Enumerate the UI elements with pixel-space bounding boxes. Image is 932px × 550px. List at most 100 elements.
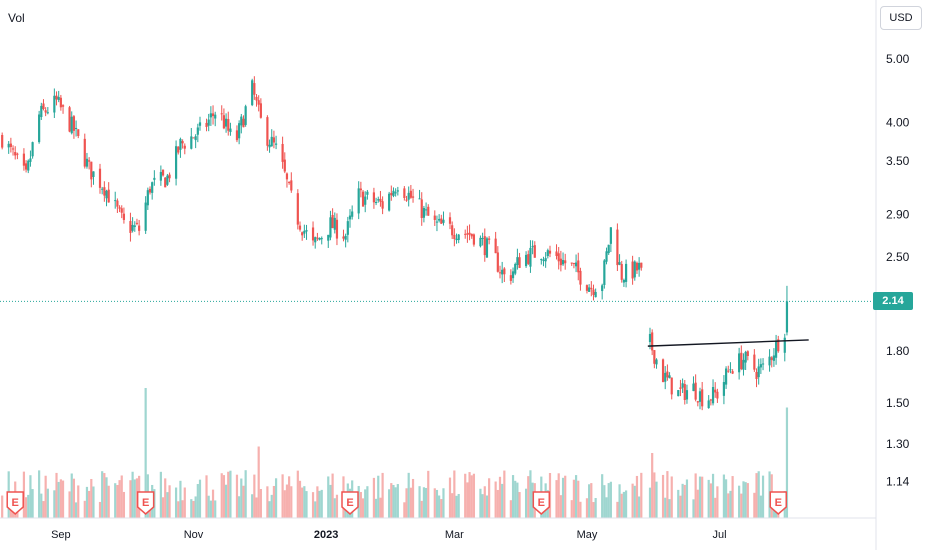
candle-body	[11, 148, 15, 150]
candle-body	[590, 287, 593, 290]
earnings-marker-label: E	[346, 497, 353, 509]
candle-body	[235, 130, 239, 141]
volume-bar	[335, 494, 339, 518]
volume-bar	[198, 479, 202, 518]
volume-bar	[144, 388, 147, 518]
candle-body	[344, 235, 347, 240]
volume-bar	[435, 489, 439, 518]
volume-bar	[59, 479, 62, 518]
earnings-marker-label: E	[775, 497, 782, 509]
candle-body	[320, 238, 323, 240]
volume-bar	[590, 483, 593, 518]
volume-bar	[716, 486, 719, 518]
earnings-marker[interactable]: E	[341, 491, 359, 515]
volume-bar	[364, 489, 367, 518]
volume-bar	[105, 477, 108, 518]
volume-bar	[496, 489, 499, 518]
volume-bar	[622, 491, 626, 518]
candle-body	[146, 190, 149, 206]
volume-bar	[681, 483, 684, 518]
candle-body	[27, 160, 30, 171]
volume-bar	[283, 490, 286, 518]
candle-body	[761, 363, 765, 365]
candle-body	[359, 188, 362, 191]
volume-bar	[133, 479, 136, 518]
candle-body	[666, 371, 669, 378]
candle-body	[7, 143, 10, 148]
volume-bar	[83, 500, 86, 518]
candle-body	[144, 202, 147, 231]
candle-body	[174, 146, 178, 179]
volume-bar	[722, 474, 726, 518]
candle-body	[527, 254, 530, 264]
candle-body	[138, 225, 141, 231]
volume-bar	[129, 480, 132, 518]
candle-body	[16, 153, 19, 155]
candle-body	[559, 258, 562, 266]
volume-bar	[407, 472, 410, 518]
volume-bar	[164, 478, 167, 518]
candle-body	[148, 188, 152, 193]
earnings-marker[interactable]: E	[6, 491, 24, 515]
candle-body	[272, 137, 276, 143]
volume-bars	[1, 388, 789, 518]
last-price-badge: 2.14	[873, 292, 913, 311]
candle-body	[555, 251, 558, 256]
candle-body	[392, 190, 395, 197]
candle-body	[285, 173, 289, 180]
volume-bar	[727, 493, 730, 518]
volume-bar	[235, 474, 239, 518]
volume-bar	[746, 483, 749, 518]
earnings-marker[interactable]: E	[136, 491, 155, 515]
candle-body	[207, 119, 210, 126]
candle-body	[342, 236, 345, 239]
candle-body	[153, 177, 156, 180]
volume-bar	[46, 488, 49, 518]
volume-bar	[24, 497, 28, 518]
volume-bar	[448, 477, 452, 518]
earnings-marker[interactable]: E	[769, 491, 788, 515]
candle-body	[768, 356, 771, 366]
volume-bar	[479, 488, 482, 518]
volume-bar	[122, 491, 126, 518]
volume-bar	[381, 472, 384, 518]
candle-body	[103, 187, 106, 196]
volume-bar	[107, 485, 110, 518]
candle-body	[696, 401, 699, 403]
volume-bar	[692, 499, 695, 518]
volume-bar	[574, 475, 578, 518]
candle-body	[305, 230, 308, 232]
volume-bar	[624, 490, 628, 518]
volume-bar	[329, 484, 332, 518]
volume-bar	[640, 472, 643, 518]
volume-bar	[270, 494, 273, 518]
y-tick-label: 5.00	[886, 52, 910, 66]
volume-bar	[698, 476, 702, 518]
volume-bar	[603, 485, 606, 518]
volume-bar	[183, 487, 186, 518]
volume-bar	[438, 495, 441, 518]
candle-body	[451, 225, 454, 236]
candles	[1, 76, 789, 411]
volume-bar	[409, 487, 412, 518]
candle-body	[592, 289, 595, 295]
candle-body	[609, 227, 612, 244]
volume-bar	[361, 498, 365, 518]
volume-bar	[418, 486, 421, 518]
x-tick-label: Jul	[713, 529, 727, 541]
candle-body	[92, 171, 95, 177]
candle-body	[481, 238, 484, 240]
candle-body	[268, 144, 271, 148]
earnings-marker-shape	[341, 491, 359, 515]
volume-bar	[427, 470, 430, 518]
volume-bar	[42, 501, 45, 518]
candle-body	[238, 123, 241, 139]
currency-button[interactable]: USD	[880, 6, 922, 30]
volume-bar	[472, 473, 476, 518]
candle-body	[772, 355, 776, 361]
volume-bar	[440, 499, 443, 518]
candle-body	[420, 199, 423, 219]
earnings-marker[interactable]: E	[532, 491, 551, 515]
volume-bar	[209, 500, 212, 518]
